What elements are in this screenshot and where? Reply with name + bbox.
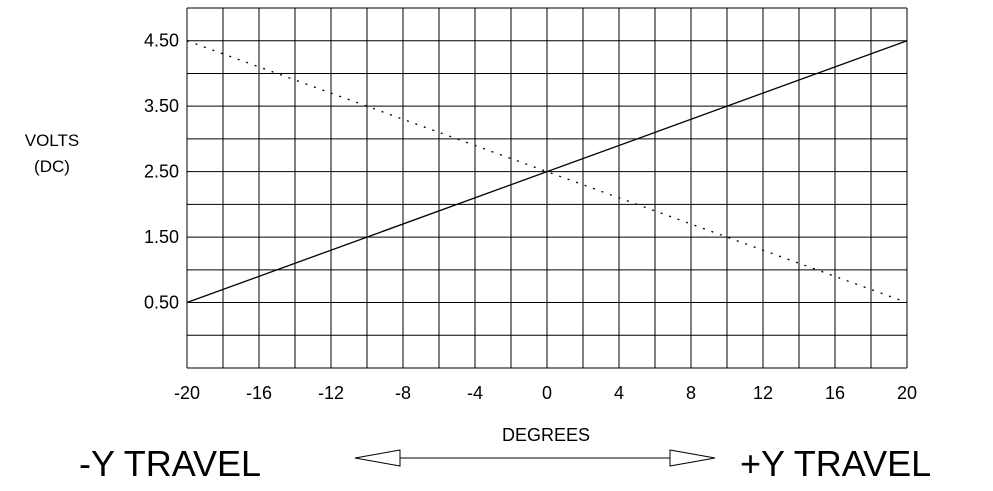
x-tick-label: 8 [686, 383, 696, 403]
x-axis-label: DEGREES [502, 425, 590, 445]
y-tick-label: 2.50 [144, 162, 179, 182]
double-arrow [354, 449, 716, 467]
x-tick-label: -20 [174, 383, 200, 403]
x-tick-label: 4 [614, 383, 624, 403]
right-arrowhead-icon [669, 449, 716, 467]
grid [186, 7, 908, 369]
x-tick-label: 0 [542, 383, 552, 403]
x-tick-labels: -20 -16 -12 -8 -4 0 4 8 12 16 20 [174, 383, 917, 403]
plus-y-travel-label: +Y TRAVEL [740, 443, 931, 484]
x-tick-label: 12 [753, 383, 773, 403]
y-tick-label: 1.50 [144, 227, 179, 247]
y-tick-label: 0.50 [144, 293, 179, 313]
y-axis-label-line-2: (DC) [34, 157, 70, 176]
x-tick-label: 16 [825, 383, 845, 403]
x-tick-label: -16 [246, 383, 272, 403]
series-line-solid [186, 40, 908, 304]
y-tick-label: 3.50 [144, 96, 179, 116]
y-tick-labels: 0.50 1.50 2.50 3.50 4.50 [144, 31, 179, 313]
series-layer [186, 40, 908, 304]
x-tick-label: -12 [318, 383, 344, 403]
x-tick-label: 20 [897, 383, 917, 403]
left-arrowhead-icon [354, 449, 401, 467]
x-tick-label: -4 [467, 383, 483, 403]
y-axis-label-line-1: VOLTS [25, 131, 79, 150]
y-tick-label: 4.50 [144, 31, 179, 51]
x-tick-label: -8 [395, 383, 411, 403]
minus-y-travel-label: -Y TRAVEL [79, 443, 261, 484]
series-line-dotted [186, 40, 908, 304]
